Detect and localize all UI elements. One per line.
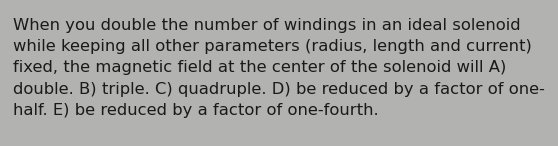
Text: When you double the number of windings in an ideal solenoid
while keeping all ot: When you double the number of windings i… <box>13 18 545 118</box>
